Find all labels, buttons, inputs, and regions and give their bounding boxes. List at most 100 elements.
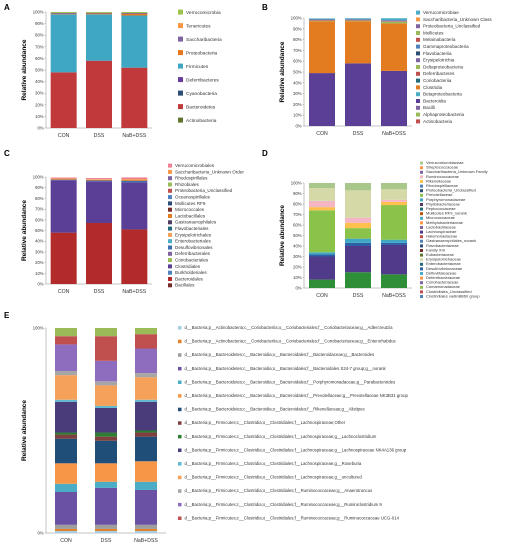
bar-segment-con-desulfovibrionales (50, 179, 77, 181)
legend-swatch (420, 295, 423, 298)
y-tick-label: 50% (35, 68, 44, 73)
legend-entry: Phyllobacteriaceae (426, 201, 461, 206)
legend-entry: Oceanospirillales (175, 195, 211, 200)
legend-entry: Methylobacteriaceae (426, 220, 464, 225)
bar-segment-con-deferribacteres (50, 13, 77, 14)
panel-letter: E (4, 311, 10, 320)
x-category-label: NaB+DSS (134, 538, 158, 544)
y-tick-label: 60% (293, 223, 302, 228)
y-tick-label: 50% (293, 70, 302, 75)
y-tick-label: 40% (293, 80, 302, 85)
bar-segment-con-d-bacteria-p-bacteroidetes-c-bacteroidia (55, 463, 77, 484)
y-tick-label: 90% (35, 21, 44, 26)
legend-entry: Saccharibacteria_Unknown Class (423, 17, 492, 22)
legend-swatch (168, 182, 172, 187)
legend-entry: Flavobacteriia (423, 51, 452, 56)
legend-swatch (178, 407, 182, 412)
bar-segment-dss-lactobacillales (86, 179, 112, 181)
legend-entry: Lactobacillaceae (426, 224, 457, 229)
legend-entry: d__Bacteria;p__Firmicutes;c__Clostridia;… (185, 515, 400, 520)
legend-swatch (168, 283, 172, 288)
bar-segment-dss-erysipelotrichia (345, 19, 371, 21)
legend-entry: Deferribacteraceae (426, 275, 461, 280)
bar-segment-con-d-bacteria-p-actinobacteria-c-coriobacte (55, 530, 77, 533)
legend-swatch (420, 239, 423, 243)
legend-entry: Clostridiales_Unclassified (426, 289, 472, 294)
bar-segment-con-d-bacteria-p-firmicutes-c-clostridia-o-c (55, 434, 77, 439)
legend-swatch (416, 112, 420, 117)
legend-swatch (420, 221, 423, 225)
legend-entry: Bacteroidia (423, 98, 446, 103)
y-tick-label: 80% (35, 33, 44, 38)
y-tick-label: 10% (293, 113, 302, 118)
bar-segment-nab-dss-d-bacteria-p-bacteroidetes-c-bacteroidia (135, 524, 157, 529)
legend-entry: Verrucomicrobiaceae (426, 160, 464, 165)
bar-segment-con-bacteroidales-s24-7-group (309, 279, 335, 288)
bar-segment-con-d-bacteria-p-firmicutes-c-clostridia-o-c (55, 432, 77, 435)
bar-segment-dss-lachnospiraceae (345, 246, 371, 273)
bar-segment-nab-dss-unlisted-taxa (135, 328, 157, 335)
bar-segment-nab-dss-rikenellaceae (381, 201, 407, 206)
bar-segment-dss-prevotellaceae (345, 228, 371, 239)
legend-swatch (178, 475, 182, 480)
bar-segment-con-d-bacteria-p-firmicutes-c-clostridia-o-c (55, 336, 77, 345)
legend-swatch (168, 220, 172, 225)
legend-entry: Family XIII (426, 247, 445, 252)
legend-swatch (420, 230, 423, 234)
y-tick-label: 80% (35, 196, 44, 201)
bar-segment-dss-bacteroidales (86, 223, 112, 284)
bar-segment-dss-desulfovibrionaceae (345, 242, 371, 246)
x-category-label: CON (316, 131, 328, 137)
x-category-label: NaB+DSS (382, 131, 406, 137)
panel-letter: C (4, 149, 10, 158)
legend-swatch (416, 105, 420, 110)
bar-segment-con-porphyromonadaceae (309, 252, 335, 255)
legend-swatch (168, 232, 172, 237)
y-tick-label: 30% (35, 249, 44, 254)
bar-segment-dss-bacteroidales-s24-7-group (345, 272, 371, 288)
bar-segment-con-d-bacteria-p-firmicutes-c-clostridia-o-c (55, 344, 77, 372)
y-axis-label: Relative abundance (279, 41, 286, 102)
bar-segment-dss-verrucomicrobiales (86, 178, 112, 180)
legend-swatch (420, 285, 423, 289)
y-tick-label: 0% (295, 286, 301, 291)
legend-entry: Melainabacteria (423, 37, 456, 42)
bar-segment-dss-erysipelotrichales (86, 179, 112, 180)
legend-swatch (168, 245, 172, 250)
bar-segment-dss-d-bacteria-p-actinobacteria-c-coriobacte (95, 530, 117, 533)
legend-swatch (178, 326, 182, 330)
bar-segment-con-prevotellaceae (309, 210, 335, 253)
legend-entry: Erysipelotrichia (423, 58, 455, 63)
y-axis-label: Relative abundance (21, 400, 28, 461)
legend-swatch (178, 516, 182, 520)
bar-segment-nab-dss-d-bacteria-p-bacteroidetes-c-bacteroidia (135, 489, 157, 525)
bar-segment-nab-dss-d-bacteria-p-bacteroidetes-c-bacteroidia (135, 461, 157, 482)
bar-segment-nab-dss-verrucomicrobiales (121, 177, 148, 180)
legend-swatch (420, 281, 423, 285)
legend-entry: d__Bacteria;p__Firmicutes;c__Clostridia;… (185, 447, 407, 452)
legend-swatch (168, 163, 172, 168)
bar-segment-con-d-bacteria-p-bacteroidetes-c-bacteroidia (55, 524, 77, 529)
y-tick-label: 80% (293, 37, 302, 42)
bar-segment-dss-d-bacteria-p-firmicutes-c-clostridia-o-c (95, 405, 117, 408)
bar-segment-nab-dss-ruminococcaceae (381, 199, 407, 202)
legend-swatch (168, 201, 172, 206)
y-tick-label: 100% (33, 175, 44, 180)
x-category-label: DSS (353, 131, 364, 137)
y-tick-label: 40% (35, 79, 44, 84)
legend-swatch (178, 394, 182, 398)
bar-segment-con-d-bacteria-p-bacteroidetes-c-bacteroidia (55, 438, 77, 464)
panel-letter: D (262, 149, 268, 158)
bar-segment-dss-desulfovibrionales (86, 180, 112, 182)
y-tick-label: 30% (293, 91, 302, 96)
bar-segment-dss-ruminococcaceae (345, 217, 371, 223)
legend-swatch (168, 239, 172, 244)
legend-entry: Tenericutes (186, 24, 211, 30)
legend-entry: d__Bacteria;p__Firmicutes;c__Clostridia;… (185, 502, 383, 507)
panel-e: E 0% 100% Relative abundance CON DSS NaB+DSS d_… (4, 311, 408, 544)
x-category-label: CON (58, 133, 70, 139)
panel-letter: B (262, 3, 268, 12)
bar-segment-nab-dss-porphyromonadaceae (381, 239, 407, 243)
x-category-label: DSS (101, 538, 112, 544)
x-category-label: NaB+DSS (122, 133, 146, 139)
